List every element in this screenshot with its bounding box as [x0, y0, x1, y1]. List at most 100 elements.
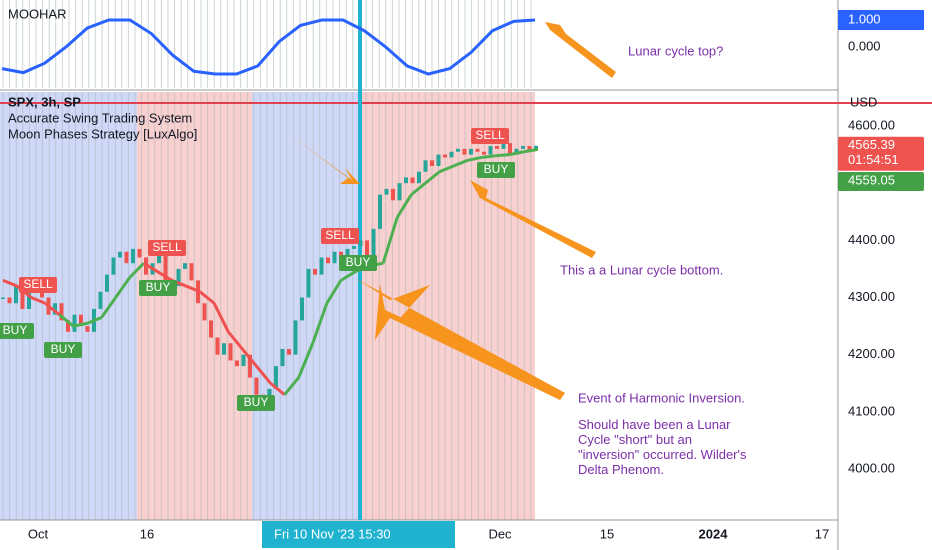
crosshair-time: Fri 10 Nov '23 15:30: [274, 526, 391, 541]
candle: [287, 348, 291, 355]
candle: [248, 354, 252, 378]
candle: [85, 326, 90, 332]
currency: USD: [850, 94, 877, 109]
y-tick-label: 4000.00: [848, 460, 895, 475]
candle: [293, 320, 298, 355]
candle: [157, 254, 161, 264]
candle: [228, 343, 233, 361]
last-price-badge: [838, 136, 924, 171]
trail-segment: [86, 316, 103, 325]
signal-label: BUY: [3, 323, 28, 337]
trail-segment: [297, 342, 315, 379]
symbol: SPX, 3h, SP: [8, 94, 81, 109]
candle: [527, 146, 532, 151]
signal-badge: [139, 280, 177, 296]
candle: [488, 146, 493, 155]
trail-segment: [114, 276, 131, 299]
candle: [280, 348, 285, 367]
candle: [1, 297, 5, 300]
candle: [176, 268, 181, 287]
candle: [358, 240, 363, 247]
trail-segment: [325, 279, 343, 305]
trail-segment: [495, 153, 510, 158]
candle: [105, 274, 109, 292]
signal-label: BUY: [484, 162, 509, 176]
trail-segment: [128, 262, 145, 279]
annotation: Should have been a Lunar Cycle "short" bu…: [578, 417, 747, 477]
candle: [495, 146, 499, 149]
tick-badge: [838, 10, 924, 30]
candle: [7, 297, 12, 304]
y-tick-label: 4300.00: [848, 289, 895, 304]
annotation: Lunar cycle top?: [628, 43, 723, 58]
candle: [475, 148, 480, 152]
candle: [508, 143, 512, 155]
candle: [98, 291, 103, 309]
trail-segment: [255, 365, 272, 385]
signal-label: BUY: [346, 255, 371, 269]
candle: [443, 154, 447, 158]
signal-badge: [44, 342, 82, 358]
y-tick-label: 1.000: [848, 11, 881, 26]
candle: [365, 240, 369, 264]
candle: [384, 188, 389, 195]
y-tick-label: 0.000: [848, 38, 881, 53]
x-tick-label: 17: [815, 526, 829, 541]
candle: [254, 377, 259, 395]
trail-segment: [438, 164, 455, 174]
trail-segment: [452, 158, 469, 168]
candle: [397, 183, 402, 201]
candle: [202, 303, 207, 321]
candle: [66, 320, 70, 332]
trail-segment: [100, 296, 117, 319]
signal-badge: [477, 162, 515, 178]
signal-label: BUY: [51, 342, 76, 356]
candle: [20, 286, 25, 309]
candle: [59, 303, 64, 321]
signal-badge: [19, 277, 57, 293]
trail-segment: [30, 296, 46, 305]
candle: [163, 254, 168, 281]
stop-badge: [838, 172, 924, 191]
candle: [313, 268, 317, 275]
candle: [339, 251, 343, 258]
x-tick-label: Oct: [28, 526, 49, 541]
candle: [274, 366, 278, 389]
y-tick-label: 4400.00: [848, 232, 895, 247]
trail-segment: [58, 313, 75, 328]
candle: [267, 388, 272, 401]
candle: [345, 248, 350, 258]
stop-price: 4559.05: [848, 172, 895, 187]
countdown: 01:54:51: [848, 152, 899, 167]
signal-badge: [0, 323, 34, 339]
candle: [371, 228, 376, 264]
candle: [352, 246, 356, 249]
candle: [27, 291, 31, 309]
candle: [417, 171, 421, 184]
candle: [326, 257, 330, 264]
signal-badge: [471, 128, 509, 144]
y-tick-label: 4200.00: [848, 346, 895, 361]
trail-segment: [44, 302, 61, 316]
candle: [482, 151, 486, 155]
trail-segment: [509, 150, 525, 157]
candle: [124, 251, 129, 264]
trail-segment: [143, 261, 159, 274]
trail-segment: [2, 278, 18, 288]
x-tick-label: 15: [600, 526, 614, 541]
x-tick-label: 16: [140, 526, 154, 541]
candle: [189, 263, 194, 281]
candle: [79, 314, 83, 327]
indicator-line: [1, 18, 536, 76]
candle: [332, 251, 337, 264]
trail-segment: [395, 193, 413, 219]
crosshair-time-box: [262, 521, 455, 548]
trail-segment: [311, 302, 329, 344]
last-price: 4565.39: [848, 137, 895, 152]
study: Accurate Swing Trading System: [8, 110, 192, 125]
trail-segment: [185, 284, 201, 294]
signal-badge: [237, 395, 275, 411]
candle: [462, 148, 467, 155]
candle: [436, 154, 441, 167]
